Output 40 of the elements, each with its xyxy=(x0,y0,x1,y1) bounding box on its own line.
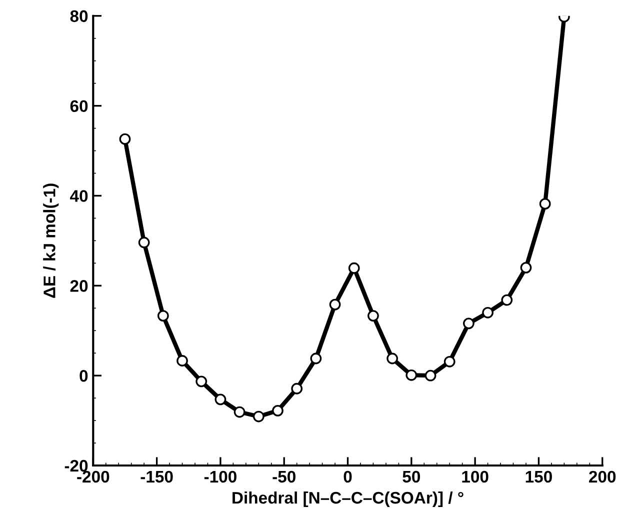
x-tick-label: -200 xyxy=(77,470,110,483)
x-tick-label: 50 xyxy=(402,470,420,483)
y-tick-label: 60 xyxy=(70,100,88,112)
point xyxy=(138,236,150,248)
point xyxy=(368,310,379,322)
y-tick-label: 0 xyxy=(80,370,88,382)
point xyxy=(539,198,551,210)
point xyxy=(252,410,264,422)
x-tick-label: 100 xyxy=(462,470,488,483)
point xyxy=(348,262,360,274)
point xyxy=(482,306,494,318)
x-tick-label: -100 xyxy=(204,470,236,483)
point xyxy=(291,382,303,394)
point xyxy=(176,355,188,366)
x-tick-label: 200 xyxy=(589,470,616,483)
y-tick-label: -20 xyxy=(64,460,88,472)
y-tick-label: 40 xyxy=(70,190,88,202)
x-tick-label: -150 xyxy=(140,470,173,483)
x-axis-title: Dihedral [N–C–C–C(SOAr)] / ° xyxy=(232,491,464,508)
point xyxy=(520,262,532,274)
point xyxy=(310,352,322,364)
x-tick-label: 0 xyxy=(344,470,352,483)
x-tick-label: 150 xyxy=(526,470,552,483)
point xyxy=(501,294,513,306)
y-tick-label: 80 xyxy=(70,10,88,22)
point xyxy=(196,376,208,388)
x-tick-label: -50 xyxy=(272,470,296,483)
point xyxy=(463,318,474,330)
point xyxy=(272,404,284,416)
y-tick-label: 20 xyxy=(70,280,88,292)
point xyxy=(406,369,418,381)
point xyxy=(214,394,226,406)
point xyxy=(157,310,169,322)
point xyxy=(424,370,436,382)
y-axis-title: ΔE / kJ mol(-1) xyxy=(43,184,59,298)
point xyxy=(386,352,398,364)
point xyxy=(234,406,246,418)
point xyxy=(119,133,131,145)
point xyxy=(329,298,341,310)
point xyxy=(444,356,456,368)
